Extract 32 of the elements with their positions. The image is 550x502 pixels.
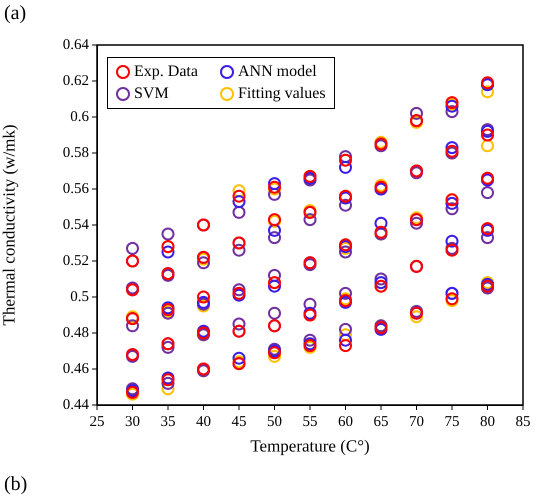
x-tick-label: 55: [302, 414, 318, 430]
y-tick-label: 0.64: [62, 36, 90, 53]
y-tick-label: 0.56: [62, 180, 90, 197]
text: (a): [4, 2, 26, 25]
y-tick-label: 0.62: [62, 72, 89, 89]
y-tick-label: 0.54: [62, 216, 90, 233]
y-tick-label: 0.6: [70, 108, 90, 125]
y-tick-label: 0.58: [62, 144, 89, 161]
x-tick-label: 65: [374, 414, 388, 430]
x-tick-label: 70: [409, 414, 424, 430]
y-tick-label: 0.5: [70, 288, 89, 305]
y-tick-label: 0.52: [62, 252, 89, 269]
text: (b): [4, 473, 28, 496]
x-tick-label: 45: [232, 414, 246, 430]
x-tick-label: 25: [90, 414, 104, 430]
y-tick-label: 0.48: [62, 324, 89, 341]
y-axis-title: Thermal conductivity (w/mk): [0, 124, 19, 326]
y-tick-label: 0.46: [62, 360, 90, 377]
x-tick-label: 80: [480, 414, 495, 430]
x-tick-label: 50: [267, 414, 282, 430]
x-tick-label: 35: [160, 414, 176, 430]
legend-label: ANN model: [238, 63, 317, 81]
x-tick-label: 60: [338, 414, 353, 430]
x-axis-title: Temperature (C°): [250, 436, 370, 456]
y-tick-label: 0.44: [62, 396, 90, 413]
legend-label: Fitting values: [238, 85, 326, 103]
x-tick-label: 30: [125, 414, 140, 430]
x-tick-label: 85: [516, 414, 530, 430]
x-tick-label: 40: [196, 414, 211, 430]
legend-label: SVM: [134, 85, 169, 103]
legend-label: Exp. Data: [134, 63, 198, 81]
x-tick-label: 75: [444, 414, 460, 430]
